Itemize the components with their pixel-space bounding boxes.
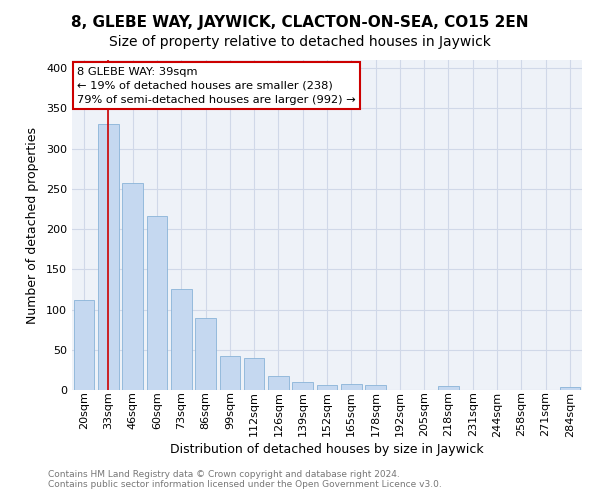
Bar: [122, 183, 143, 390]
Y-axis label: Number of detached properties: Number of detached properties: [26, 126, 39, 324]
Bar: [268, 376, 289, 390]
Bar: [98, 124, 119, 390]
Bar: [560, 387, 580, 390]
Bar: [244, 358, 265, 390]
Text: 8, GLEBE WAY, JAYWICK, CLACTON-ON-SEA, CO15 2EN: 8, GLEBE WAY, JAYWICK, CLACTON-ON-SEA, C…: [71, 15, 529, 30]
Bar: [171, 288, 191, 390]
Bar: [220, 356, 240, 390]
Bar: [292, 382, 313, 390]
Bar: [341, 384, 362, 390]
X-axis label: Distribution of detached houses by size in Jaywick: Distribution of detached houses by size …: [170, 444, 484, 456]
Bar: [146, 216, 167, 390]
Bar: [195, 318, 216, 390]
Text: Size of property relative to detached houses in Jaywick: Size of property relative to detached ho…: [109, 35, 491, 49]
Bar: [317, 385, 337, 390]
Bar: [365, 385, 386, 390]
Text: Contains HM Land Registry data © Crown copyright and database right 2024.
Contai: Contains HM Land Registry data © Crown c…: [48, 470, 442, 489]
Bar: [74, 300, 94, 390]
Text: 8 GLEBE WAY: 39sqm
← 19% of detached houses are smaller (238)
79% of semi-detach: 8 GLEBE WAY: 39sqm ← 19% of detached hou…: [77, 66, 356, 104]
Bar: [438, 386, 459, 390]
